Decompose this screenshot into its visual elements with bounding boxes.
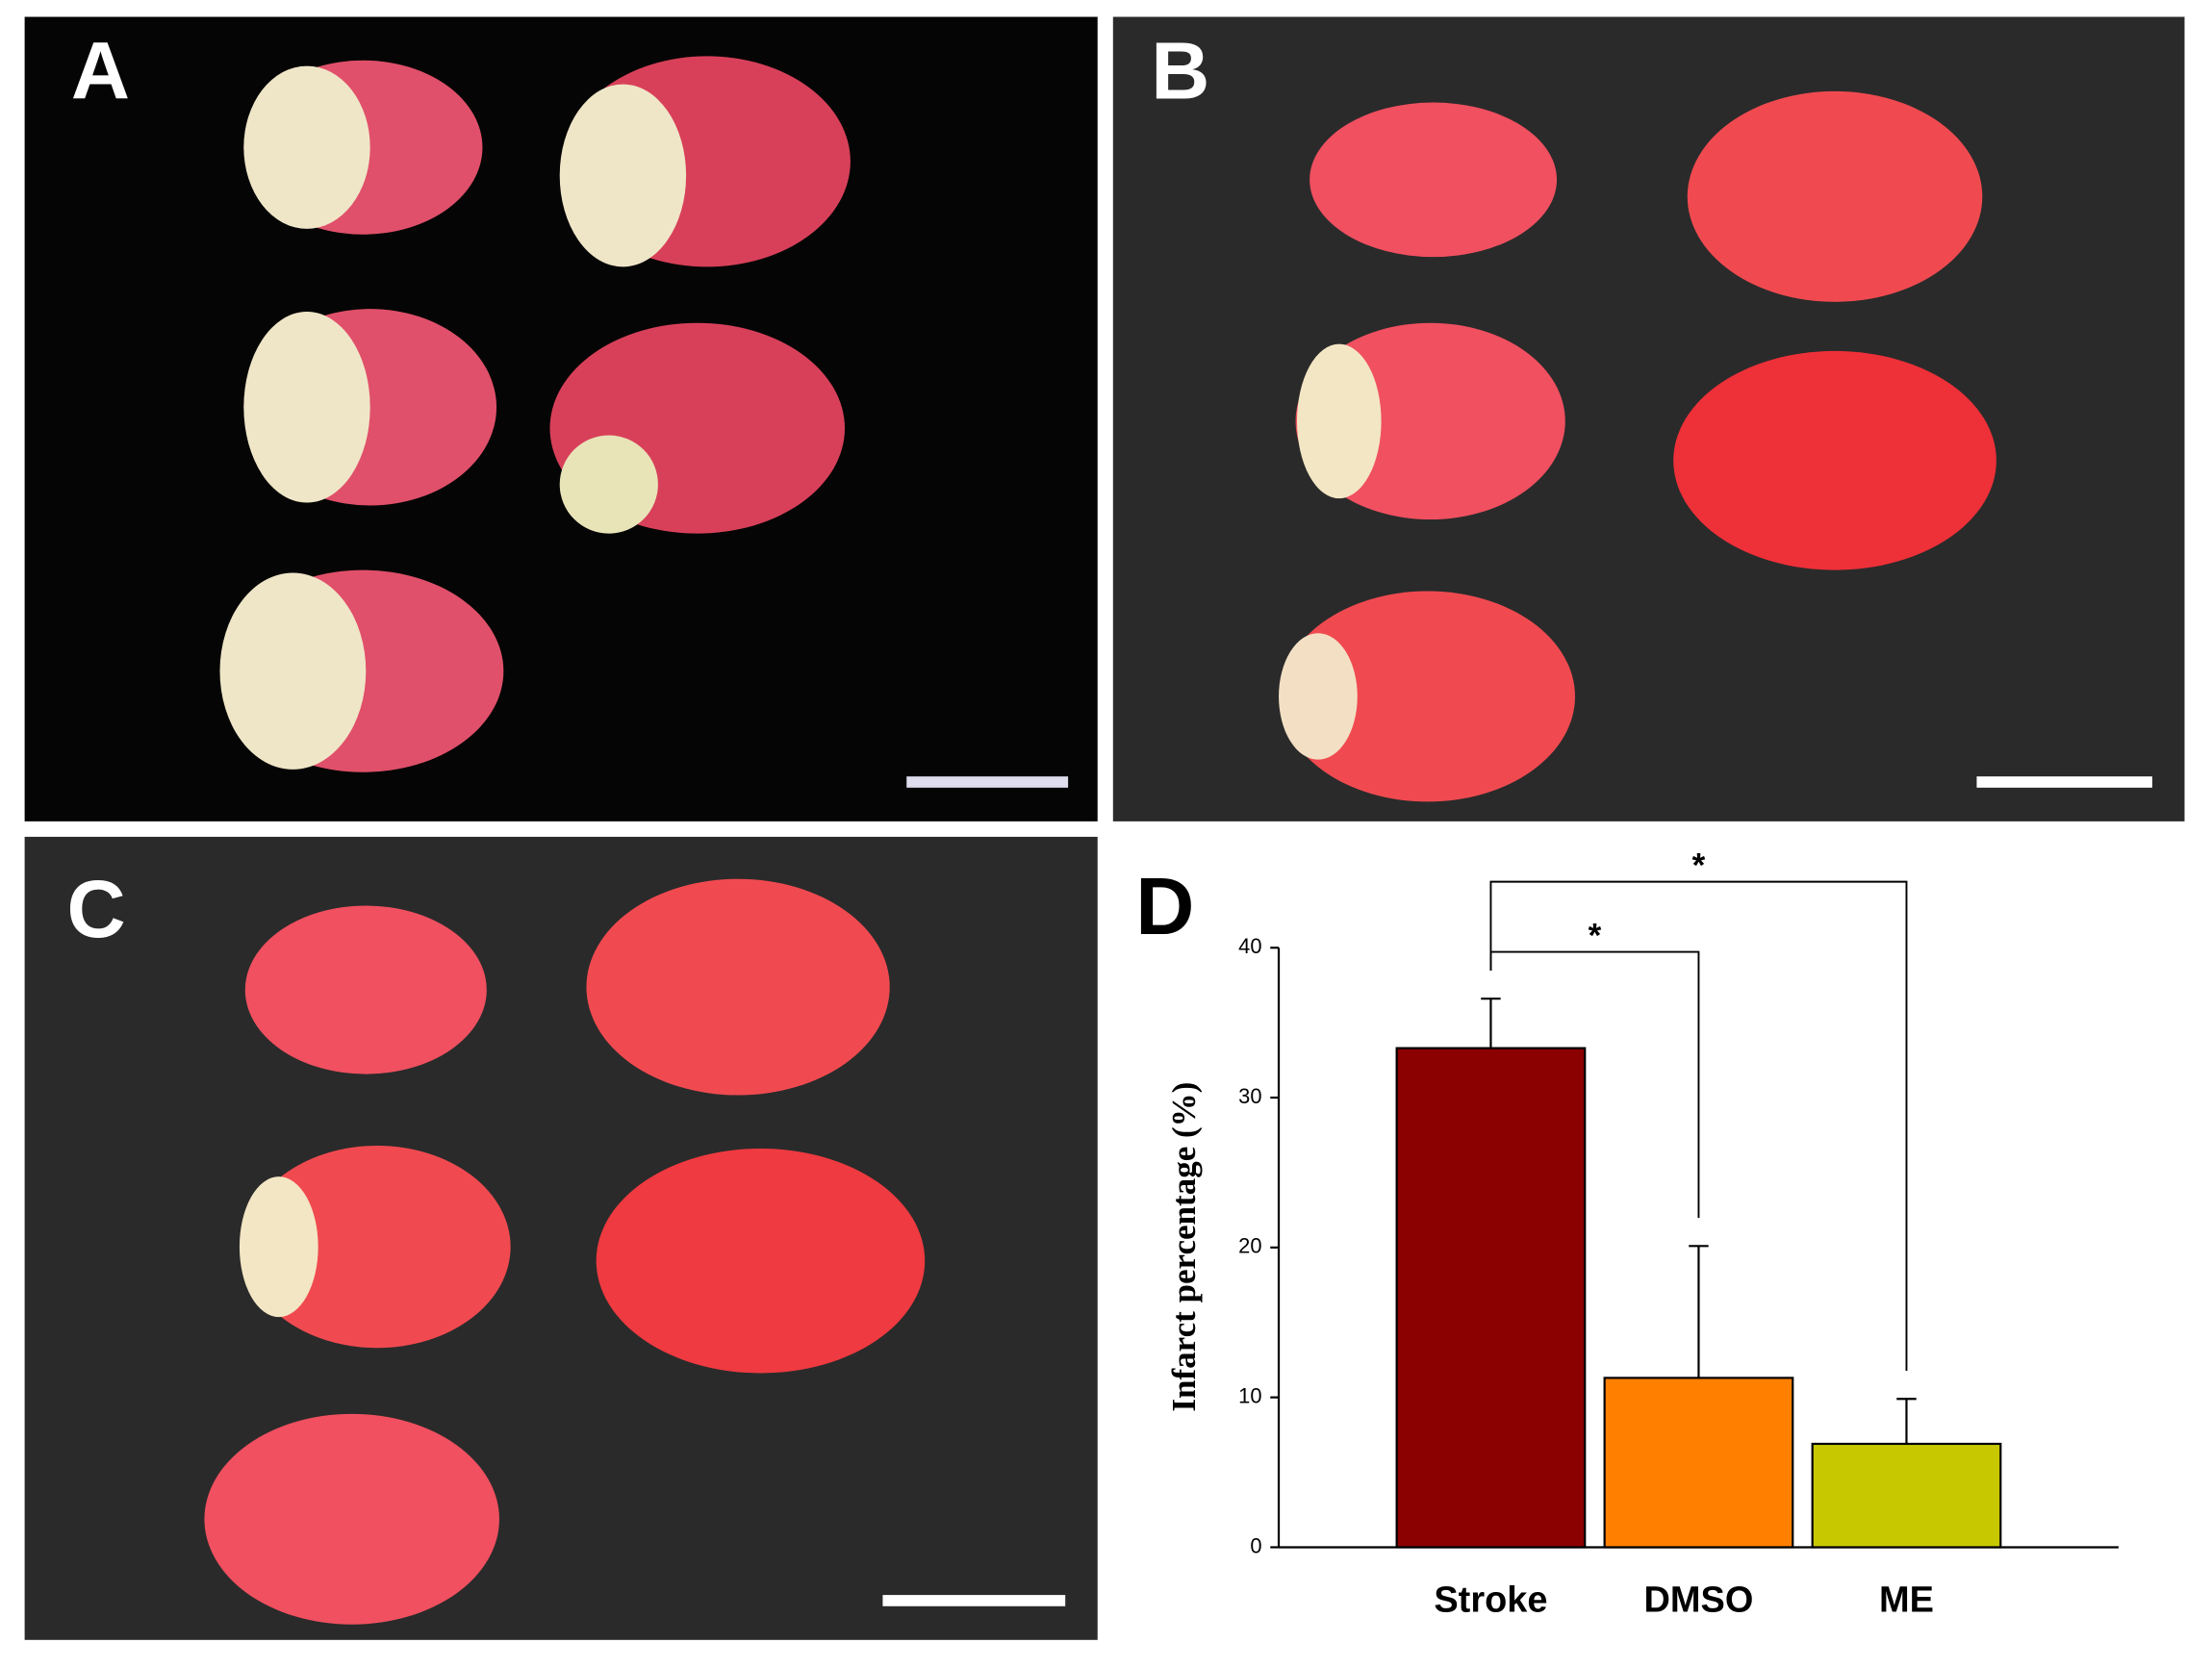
bar (1603, 1377, 1794, 1549)
panel-label: D (1135, 860, 1194, 951)
photo-b: B (1112, 16, 2185, 821)
y-tick-label: 10 (1238, 1383, 1261, 1407)
y-tick-label: 40 (1238, 934, 1261, 958)
panel-label: C (66, 863, 125, 954)
panel-label: A (71, 25, 130, 116)
significance-label: * (1692, 847, 1706, 884)
y-tick-label: 0 (1250, 1533, 1261, 1557)
error-bar (1481, 998, 1501, 1049)
y-tick-label: 20 (1238, 1234, 1261, 1258)
error-bar (1896, 1398, 1917, 1444)
x-tick-label: ME (1879, 1580, 1934, 1620)
error-bar (1689, 1245, 1709, 1378)
photo-c: C (24, 836, 1098, 1640)
photo-a: A (24, 16, 1098, 821)
significance-label: * (1589, 917, 1602, 954)
x-tick-label: Stroke (1434, 1580, 1547, 1620)
y-axis-title: Infarct percentage (%) (1165, 1082, 1203, 1412)
panel-label: B (1151, 25, 1209, 116)
x-tick-label: DMSO (1644, 1580, 1754, 1620)
y-tick-label: 30 (1238, 1084, 1261, 1108)
significance-bracket (1489, 880, 1908, 1372)
bar (1811, 1442, 2002, 1549)
bar (1395, 1047, 1587, 1549)
